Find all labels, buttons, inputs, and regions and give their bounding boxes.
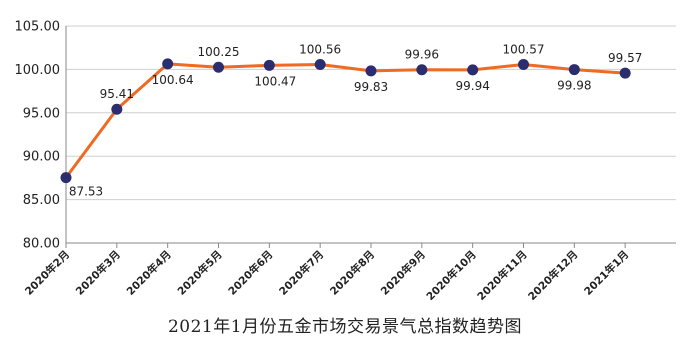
data-point (162, 58, 174, 70)
data-point (365, 65, 377, 77)
y-tick-label: 95.00 (23, 106, 60, 121)
data-label: 100.47 (254, 74, 296, 88)
chart-title: 2021年1月份五金市场交易景气总指数趋势图 (167, 317, 523, 337)
x-tick-label: 2020年11月 (475, 248, 530, 303)
x-tick-label: 2020年3月 (73, 248, 123, 298)
data-label: 99.96 (405, 48, 439, 62)
data-label: 87.53 (69, 185, 103, 199)
data-point (518, 58, 529, 70)
data-label: 99.98 (557, 79, 591, 93)
x-tick-label: 2021年1月 (581, 248, 631, 298)
series-line (64, 62, 626, 179)
x-tick-label: 2020年9月 (378, 248, 428, 298)
x-tick-label: 2020年6月 (226, 248, 276, 298)
x-tick-label: 2020年5月 (175, 248, 225, 298)
y-tick-label: 85.00 (23, 193, 60, 208)
data-label: 99.83 (354, 80, 388, 94)
y-tick-label: 105.00 (15, 20, 61, 35)
x-tick-label: 2020年12月 (525, 248, 580, 303)
x-tick-label: 2020年8月 (327, 248, 377, 298)
data-label: 99.57 (608, 51, 642, 65)
x-tick-label: 2020年4月 (124, 248, 174, 298)
data-label: 100.64 (152, 73, 194, 87)
x-tick-label: 2020年10月 (424, 248, 479, 303)
x-tick-label: 2020年2月 (22, 248, 72, 298)
data-label: 99.94 (455, 79, 489, 93)
data-point (111, 103, 123, 115)
data-label: 100.56 (299, 43, 341, 57)
data-point (619, 67, 631, 79)
data-label: 100.57 (503, 42, 545, 56)
data-point (213, 61, 224, 73)
data-point (416, 64, 428, 76)
y-tick-label: 80.00 (23, 237, 60, 252)
data-point (314, 59, 326, 71)
data-label: 100.25 (198, 45, 240, 59)
y-tick-label: 90.00 (23, 150, 60, 165)
data-label: 95.41 (100, 87, 134, 101)
y-tick-label: 100.00 (15, 63, 61, 78)
data-point (568, 64, 580, 76)
data-point (263, 59, 275, 71)
data-point (467, 64, 479, 76)
data-point (60, 172, 72, 184)
x-tick-label: 2020年7月 (276, 248, 326, 298)
